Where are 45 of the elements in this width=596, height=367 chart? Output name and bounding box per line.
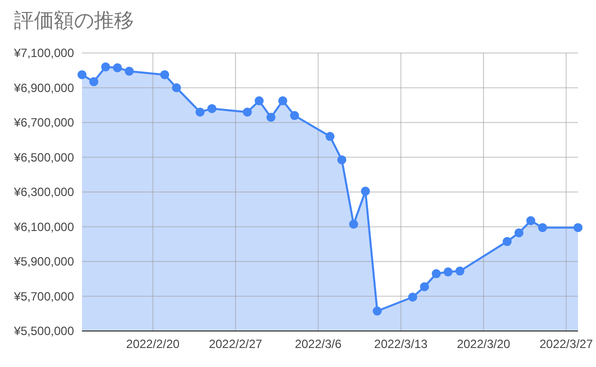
y-tick-label: ¥5,500,000 (12, 324, 74, 338)
y-tick-label: ¥7,100,000 (12, 46, 74, 60)
x-tick-label: 2022/2/20 (126, 337, 180, 351)
point (196, 108, 205, 117)
point (101, 62, 110, 72)
point (574, 223, 582, 232)
x-tick-label: 2022/2/27 (208, 337, 263, 351)
y-tick-label: ¥6,300,000 (12, 185, 74, 199)
y-tick-label: ¥6,100,000 (12, 220, 74, 234)
point (266, 112, 276, 122)
point (432, 269, 441, 278)
point (89, 77, 98, 86)
y-tick-label: ¥6,500,000 (12, 150, 74, 164)
x-tick-label: 2022/3/6 (294, 337, 342, 351)
point (278, 96, 288, 106)
point (502, 237, 512, 246)
point (420, 282, 429, 292)
point (455, 266, 464, 276)
point (372, 306, 382, 316)
point (337, 155, 346, 164)
point (78, 70, 86, 80)
point (326, 132, 334, 141)
y-tick-label: ¥5,900,000 (12, 254, 74, 268)
point (172, 83, 181, 92)
point (444, 267, 453, 276)
title: 評価額の推移 (14, 10, 134, 32)
point (538, 223, 548, 232)
x-tick-label: 2022/3/13 (374, 337, 428, 351)
point (254, 96, 264, 106)
point (514, 228, 524, 238)
point (160, 70, 170, 80)
point (408, 292, 418, 302)
point (207, 104, 216, 114)
point (112, 63, 122, 72)
y-tick-label: ¥5,700,000 (12, 289, 74, 304)
point (242, 108, 252, 117)
y-tick-label: ¥6,700,000 (12, 116, 74, 130)
y-tick-label: ¥6,900,000 (12, 80, 74, 95)
x-tick-label: 2022/3/27 (539, 337, 594, 351)
x-tick-label: 2022/3/20 (456, 337, 511, 351)
point (290, 111, 300, 120)
point (349, 220, 358, 229)
point (124, 66, 134, 76)
point (360, 186, 370, 196)
point (526, 216, 536, 226)
